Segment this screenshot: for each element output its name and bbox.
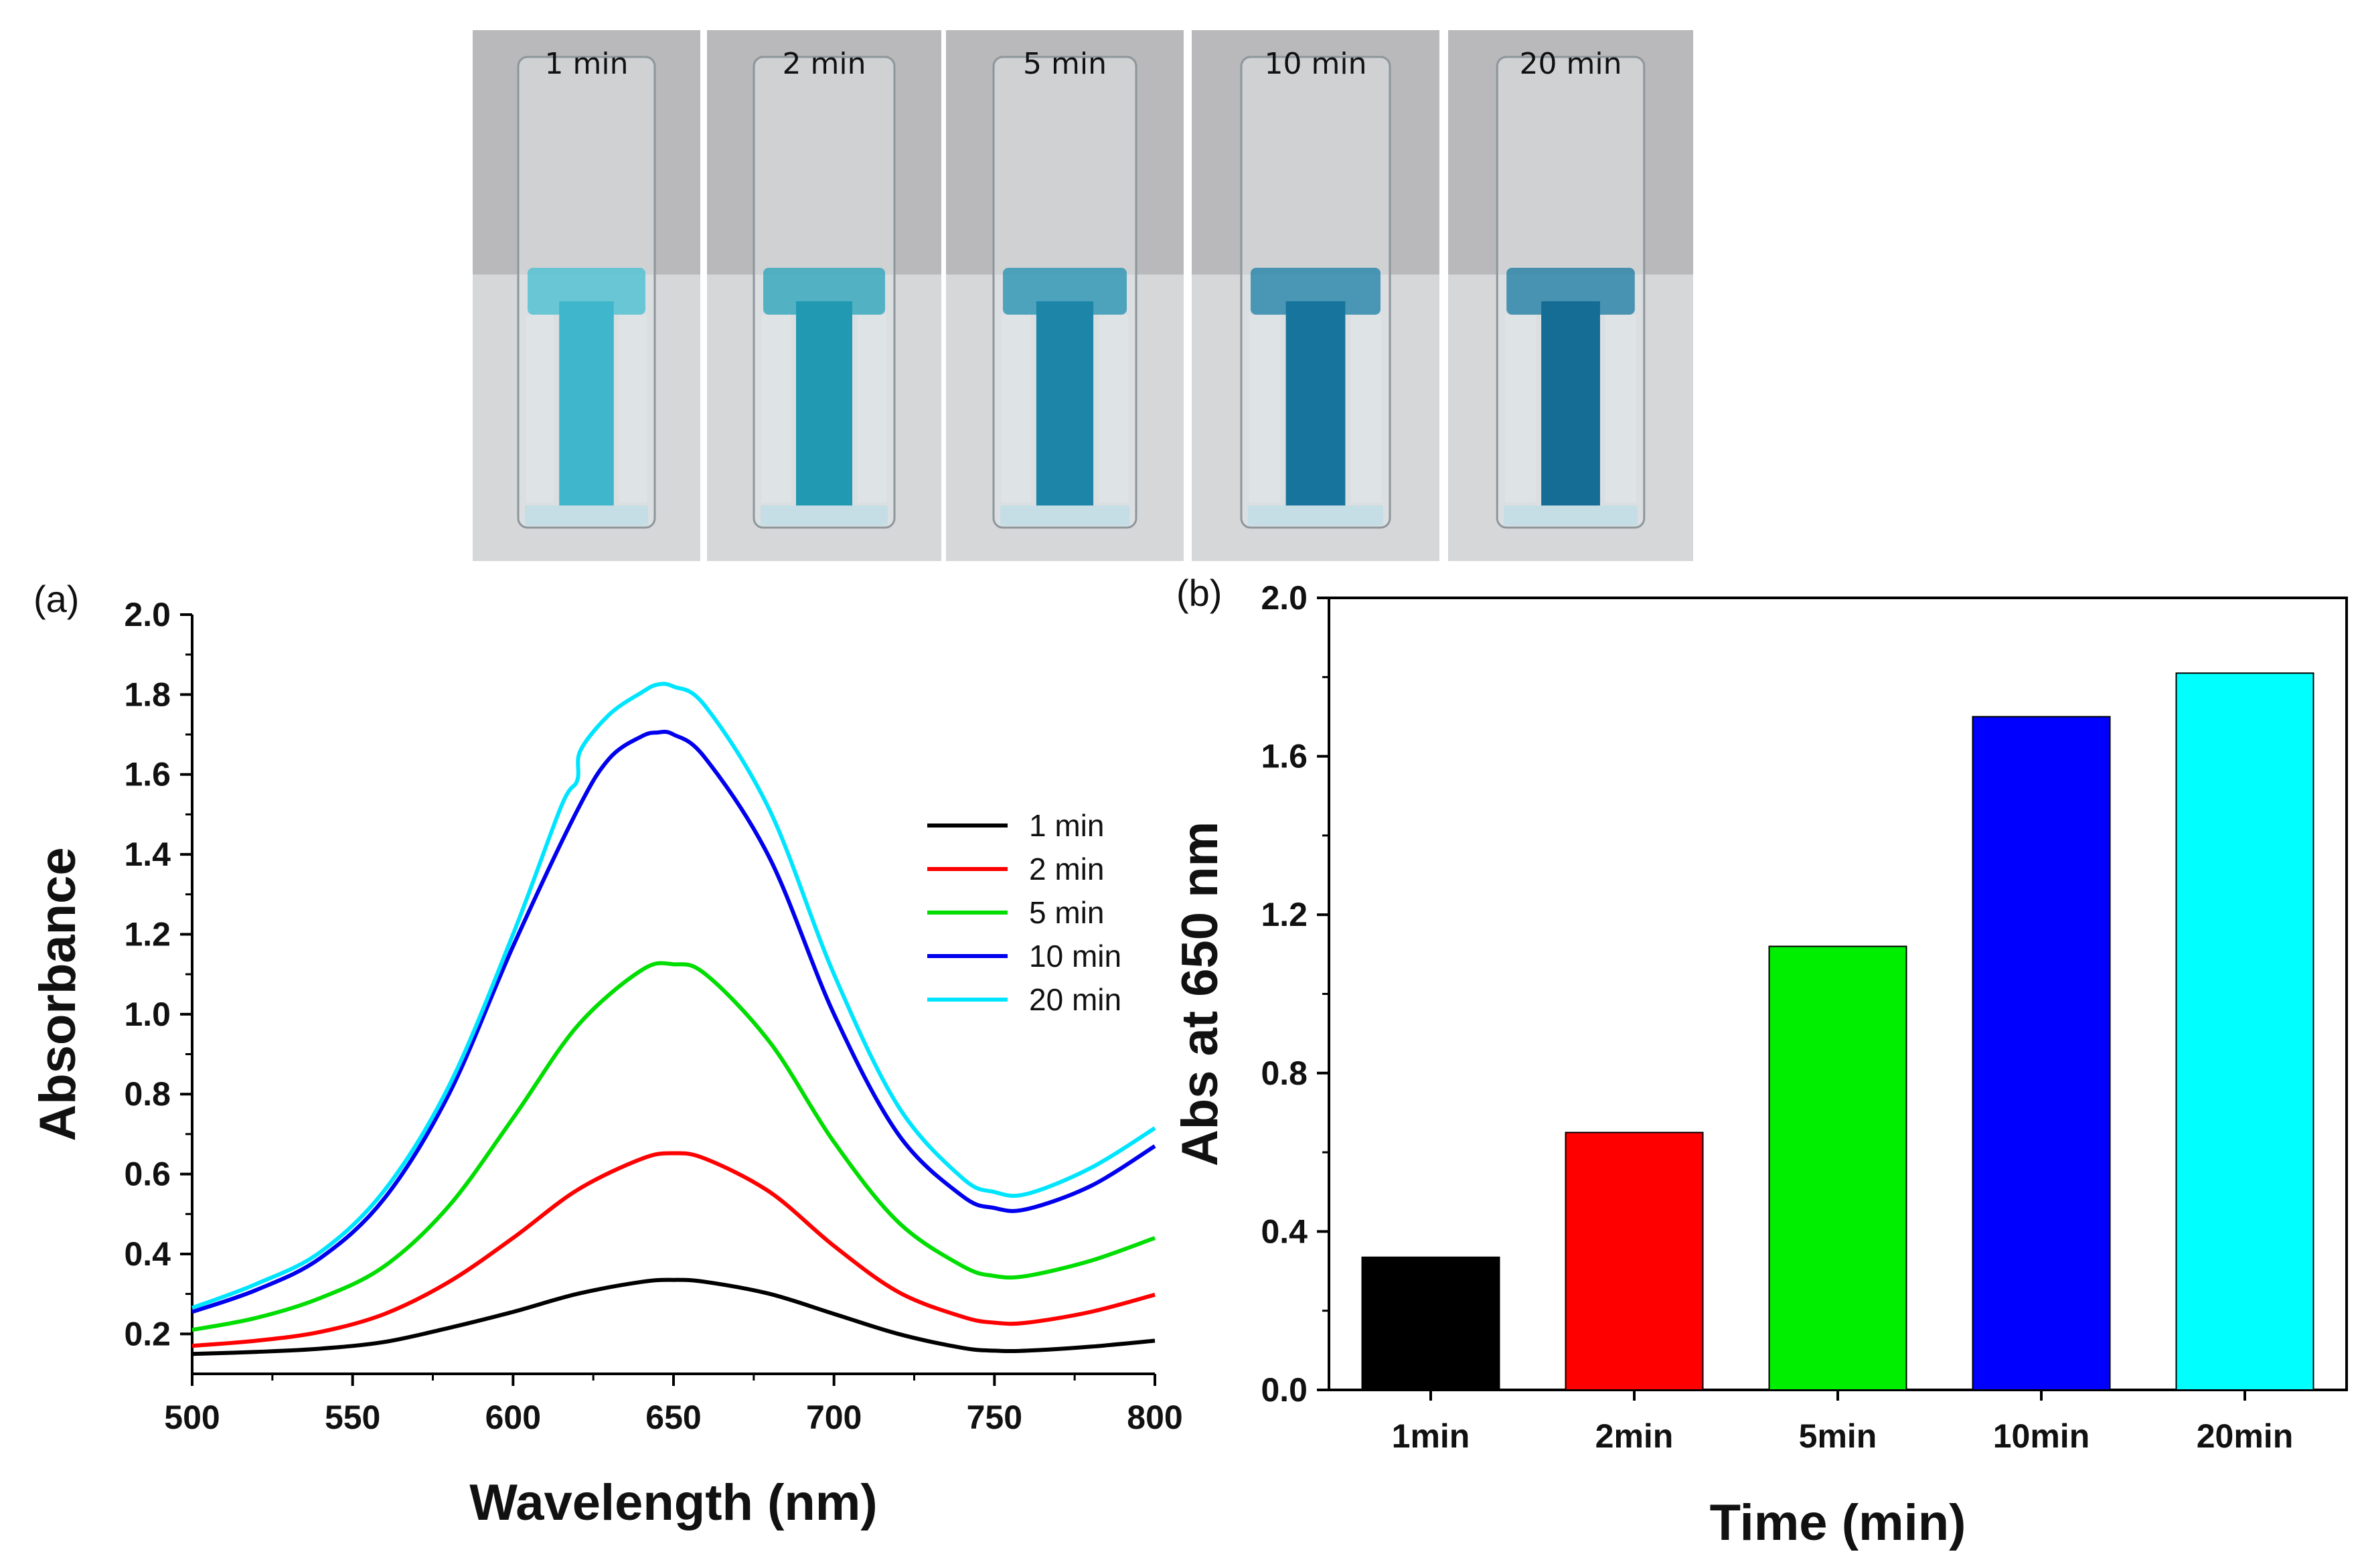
- y-tick-label: 2.0: [124, 596, 171, 633]
- cuvette-wall-right: [1350, 315, 1382, 502]
- cuvette-photo: 10 min: [1192, 30, 1439, 561]
- cuvette-liquid-top: [1251, 268, 1381, 315]
- x-axis-title: Time (min): [1710, 1494, 1966, 1551]
- bar-2min: [1565, 1131, 1704, 1391]
- y-tick-label: 1.4: [124, 836, 171, 873]
- y-tick-label: 1.2: [124, 915, 171, 953]
- series-line-5-min: [191, 961, 1156, 1332]
- y-tick-label: 1.8: [124, 676, 171, 713]
- y-tick-label: 0.8: [1261, 1054, 1308, 1092]
- x-tick-label: 700: [806, 1399, 862, 1436]
- cuvette-wall-right: [1605, 315, 1636, 502]
- bar-5min: [1768, 945, 1907, 1391]
- cuvette-liquid-stem: [796, 301, 852, 512]
- cuvette-photo-strip: 1 min 2 min 5 min 10 min 20 min: [473, 30, 1693, 561]
- cuvette-base: [1248, 505, 1383, 526]
- y-tick-label: 1.6: [1261, 738, 1308, 775]
- cuvette-liquid-stem: [1285, 301, 1346, 512]
- cuvette-photo: 2 min: [707, 30, 941, 561]
- cuvette-liquid-stem: [1036, 301, 1094, 512]
- bar-1min: [1361, 1256, 1500, 1391]
- x-tick-label: 1min: [1392, 1417, 1470, 1455]
- y-tick-label: 0.6: [124, 1156, 171, 1193]
- cuvette-time-label: 1 min: [545, 47, 629, 81]
- y-tick-label: 0.2: [124, 1315, 171, 1352]
- cuvette-time-label: 10 min: [1265, 47, 1367, 81]
- y-tick-label: 0.8: [124, 1075, 171, 1113]
- cuvette-base: [525, 505, 648, 526]
- cuvette-base: [1000, 505, 1129, 526]
- x-tick-label: 600: [485, 1399, 541, 1436]
- cuvette-base: [761, 505, 888, 526]
- cuvette-liquid-stem: [559, 301, 614, 512]
- cuvette-wall-left: [1002, 315, 1031, 502]
- y-tick-label: 0.0: [1261, 1371, 1308, 1409]
- y-axis-title: Abs at 650 nm: [1172, 821, 1229, 1166]
- bar-20min: [2175, 672, 2314, 1391]
- cuvette-base: [1504, 505, 1638, 526]
- x-axis-title: Wavelength (nm): [469, 1474, 877, 1531]
- series-line-2-min: [191, 1151, 1156, 1348]
- cuvette-wall-left: [762, 315, 791, 502]
- legend-label: 10 min: [1029, 939, 1121, 973]
- x-tick-label: 650: [645, 1399, 701, 1436]
- cuvette-photo: 20 min: [1448, 30, 1693, 561]
- x-tick-label: 5min: [1799, 1417, 1877, 1455]
- cuvette-liquid-top: [528, 268, 645, 315]
- x-tick-label: 20min: [2197, 1417, 2294, 1455]
- x-tick-label: 500: [164, 1399, 220, 1436]
- abs-650-bar-chart: 0.0 0.4 0.8 1.2 1.6 2.0 1min 2min 5min 10min 20min…: [1172, 579, 2348, 1551]
- cuvette-photo: 1 min: [473, 30, 700, 561]
- bar-10min: [1972, 716, 2111, 1391]
- cuvette-liquid-stem: [1541, 301, 1600, 512]
- absorbance-spectra-chart: 500 550 600 650 700 750 800 0.2 0.4 0.6 0.8 1.0 1.2 1…: [29, 596, 1183, 1531]
- cuvette-photo: 5 min: [946, 30, 1184, 561]
- x-tick-label: 10min: [1993, 1417, 2090, 1455]
- cuvette-wall-right: [1099, 315, 1128, 502]
- cuvette-wall-left: [1249, 315, 1281, 502]
- x-tick-label: 550: [325, 1399, 380, 1436]
- panel-a-label: (a): [33, 578, 79, 620]
- y-tick-label: 1.2: [1261, 896, 1308, 933]
- series-line-1-min: [191, 1277, 1156, 1356]
- cuvette-liquid-top: [763, 268, 885, 315]
- legend-label: 5 min: [1029, 895, 1104, 930]
- x-tick-label: 2min: [1595, 1417, 1674, 1455]
- y-tick-label: 0.4: [1261, 1212, 1308, 1250]
- cuvette-wall-left: [526, 315, 554, 502]
- cuvette-wall-left: [1505, 315, 1537, 502]
- cuvette-liquid-top: [1003, 268, 1127, 315]
- x-tick-label: 750: [967, 1399, 1022, 1436]
- y-tick-label: 1.0: [124, 996, 171, 1033]
- cuvette-time-label: 2 min: [783, 47, 866, 81]
- y-tick-label: 0.4: [124, 1235, 171, 1273]
- cuvette-wall-right: [619, 315, 647, 502]
- legend-label: 2 min: [1029, 852, 1104, 886]
- cuvette-liquid-top: [1506, 268, 1635, 315]
- legend-label: 1 min: [1029, 808, 1104, 843]
- cuvette-time-label: 5 min: [1023, 47, 1107, 81]
- series-line-10-min: [191, 729, 1156, 1314]
- cuvette-wall-right: [858, 315, 886, 502]
- y-tick-label: 1.6: [124, 756, 171, 793]
- panel-b-label: (b): [1176, 572, 1222, 614]
- y-tick-label: 2.0: [1261, 579, 1308, 617]
- y-axis-title: Absorbance: [29, 847, 86, 1141]
- x-tick-label: 800: [1127, 1399, 1182, 1436]
- cuvette-time-label: 20 min: [1520, 47, 1622, 81]
- legend-label: 20 min: [1029, 982, 1121, 1017]
- series-line-20-min: [191, 682, 1156, 1310]
